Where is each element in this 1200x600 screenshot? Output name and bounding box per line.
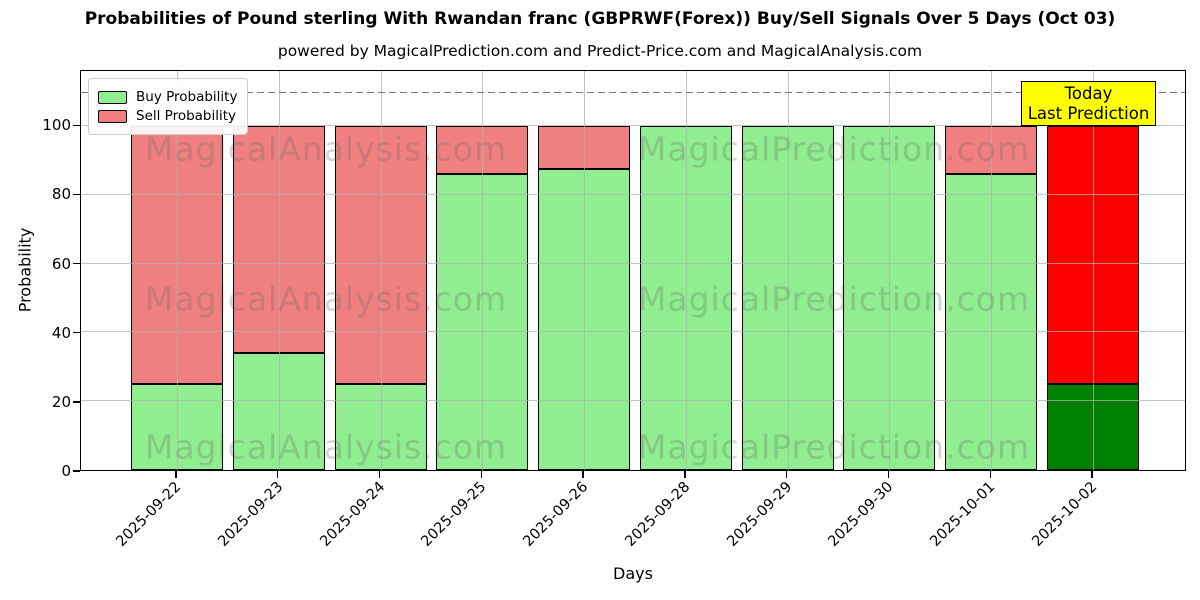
gridline-horizontal xyxy=(81,400,1185,402)
y-tick-mark xyxy=(73,193,80,196)
x-tick-mark xyxy=(175,471,177,478)
x-tick-mark xyxy=(378,471,381,478)
today-annotation: Today Last Prediction xyxy=(1021,81,1156,126)
watermark-text: MagicalAnalysis.com xyxy=(144,129,508,169)
plot-area: MagicalAnalysis.com MagicalPrediction.com… xyxy=(80,70,1186,471)
legend-item-buy: Buy Probability xyxy=(98,89,237,105)
gridline-horizontal xyxy=(81,125,1185,127)
legend: Buy Probability Sell Probability xyxy=(88,78,249,135)
x-tick-label: 2025-09-24 xyxy=(316,479,388,550)
dashed-threshold-line xyxy=(81,91,1185,94)
gridline-vertical xyxy=(787,71,789,470)
watermark-text: MagicalPrediction.com xyxy=(637,279,1031,319)
today-annotation-line2: Last Prediction xyxy=(1027,103,1150,123)
today-annotation-line1: Today xyxy=(1064,83,1113,103)
x-tick-mark xyxy=(684,471,686,478)
gridline-vertical xyxy=(380,71,382,470)
x-tick-mark xyxy=(887,471,890,478)
watermark-text: MagicalPrediction.com xyxy=(637,129,1031,169)
legend-item-sell: Sell Probability xyxy=(98,108,237,124)
x-tick-label: 2025-09-30 xyxy=(825,479,897,550)
x-tick-mark xyxy=(1091,471,1093,478)
gridline-horizontal xyxy=(81,193,1185,195)
watermark-text: MagicalAnalysis.com xyxy=(144,427,508,467)
gridline-vertical xyxy=(278,71,280,470)
y-tick-label: 100 xyxy=(42,116,71,135)
x-tick-mark xyxy=(785,471,788,478)
x-tick-label: 2025-10-01 xyxy=(927,479,999,550)
gridline-vertical xyxy=(685,71,687,470)
gridline-vertical xyxy=(991,71,993,470)
y-tick-label: 0 xyxy=(61,462,71,480)
x-tick-label: 2025-09-23 xyxy=(215,479,287,550)
gridline-vertical xyxy=(889,71,891,470)
x-tick-label: 2025-09-22 xyxy=(113,479,185,550)
watermark-text: MagicalAnalysis.com xyxy=(144,279,508,319)
y-tick-mark xyxy=(73,470,80,472)
x-tick-mark xyxy=(582,471,584,478)
x-tick-mark xyxy=(989,471,991,478)
gridline-vertical xyxy=(177,71,178,470)
y-tick-mark xyxy=(73,124,80,126)
gridline-vertical xyxy=(584,71,586,470)
sell-swatch-icon xyxy=(98,109,127,123)
y-tick-label: 20 xyxy=(51,392,71,411)
chart-subtitle: powered by MagicalPrediction.com and Pre… xyxy=(277,42,923,60)
y-tick-label: 60 xyxy=(51,254,71,273)
x-tick-label: 2025-10-02 xyxy=(1029,479,1101,550)
y-tick-mark xyxy=(73,401,80,403)
legend-label: Buy Probability xyxy=(136,89,238,105)
legend-label: Sell Probability xyxy=(136,108,237,124)
buy-swatch-icon xyxy=(98,90,127,104)
x-tick-label: 2025-09-25 xyxy=(418,479,490,550)
y-tick-label: 40 xyxy=(51,323,71,342)
x-tick-mark xyxy=(480,471,483,478)
x-tick-label: 2025-09-29 xyxy=(724,479,795,550)
gridline-vertical xyxy=(1093,71,1095,470)
gridline-horizontal xyxy=(81,331,1185,333)
chart-title: Probabilities of Pound sterling With Rwa… xyxy=(84,9,1116,29)
y-tick-mark xyxy=(73,262,80,265)
x-axis-label: Days xyxy=(613,564,653,583)
gridline-horizontal xyxy=(81,262,1185,264)
x-tick-label: 2025-09-26 xyxy=(520,479,592,550)
x-tick-mark xyxy=(277,471,279,478)
y-tick-mark xyxy=(73,332,80,334)
gridline-vertical xyxy=(482,71,484,470)
watermark-text: MagicalPrediction.com xyxy=(637,427,1031,467)
y-tick-label: 80 xyxy=(51,185,71,204)
x-tick-label: 2025-09-28 xyxy=(622,479,694,550)
